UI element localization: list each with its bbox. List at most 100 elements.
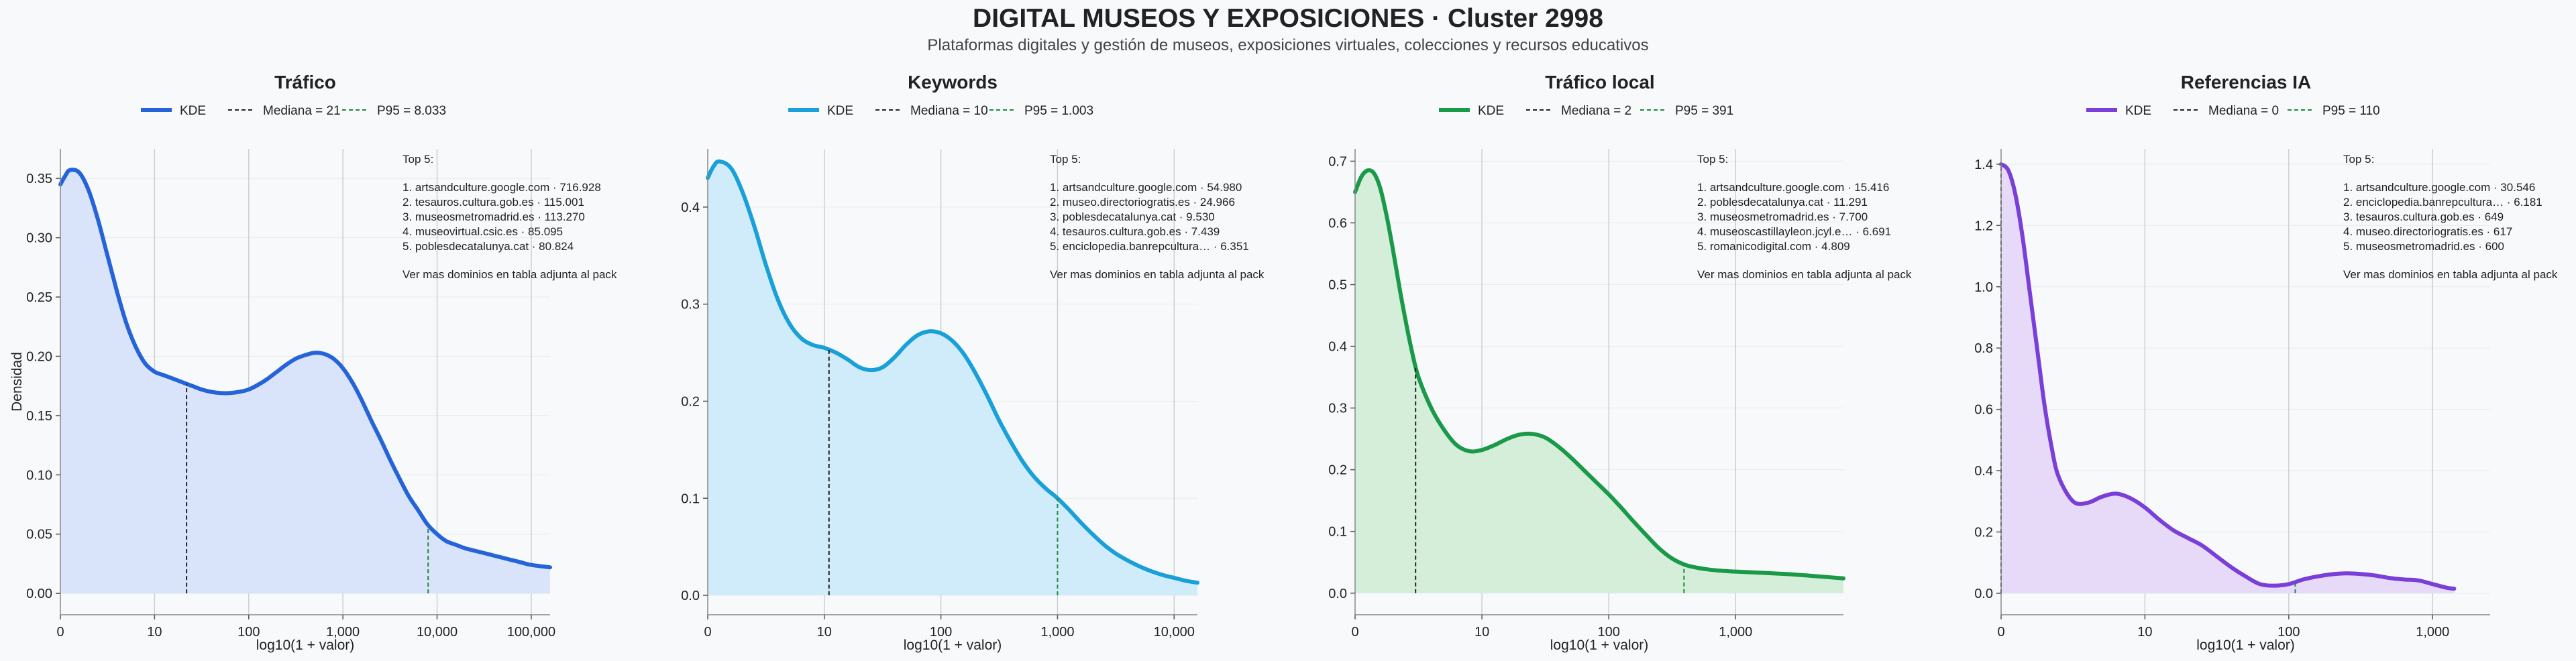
legend-p95-label: P95 = 110 <box>2322 104 2380 118</box>
top5-item: 3. tesauros.cultura.gob.es · 649 <box>2343 211 2504 223</box>
y-tick-label: 0.00 <box>26 587 52 601</box>
y-tick-label: 0.2 <box>1974 526 1993 540</box>
kde-area <box>1355 170 1843 593</box>
x-axis-label: log10(1 + valor) <box>1550 638 1649 653</box>
x-tick-label: 10 <box>2137 625 2152 640</box>
panel-title: Tráfico <box>274 72 336 93</box>
legend-median-label: Mediana = 2 <box>1561 104 1631 118</box>
y-tick-label: 0.25 <box>26 290 52 305</box>
x-tick-label: 10,000 <box>417 625 458 640</box>
panel-title: Referencias IA <box>2181 72 2312 93</box>
top5-item: 5. enciclopedia.banrepcultura… · 6.351 <box>1050 240 1249 253</box>
legend-p95-label: P95 = 391 <box>1675 104 1733 118</box>
y-tick-label: 0.6 <box>1328 216 1347 231</box>
legend-median-label: Mediana = 21 <box>263 104 341 118</box>
top5-item: 1. artsandculture.google.com · 30.546 <box>2343 181 2535 194</box>
y-tick-label: 0.4 <box>1974 464 1993 479</box>
top5-annotation: Top 5: 1. artsandculture.google.com · 54.… <box>1050 153 1265 281</box>
y-axis-label: Densidad <box>9 352 25 412</box>
top5-item: 4. museovirtual.csic.es · 85.095 <box>402 225 563 238</box>
x-axis-label: log10(1 + valor) <box>2196 638 2295 653</box>
legend-kde-label: KDE <box>2125 104 2151 118</box>
y-tick-label: 0.20 <box>26 349 52 364</box>
legend-p95-label: P95 = 1.003 <box>1024 104 1093 118</box>
y-tick-label: 0.5 <box>1328 278 1347 293</box>
x-tick-label: 100 <box>930 625 952 640</box>
chart-panel-1: 0 10 100 1,000 10,000 100,000 0.00 0.05 0.10 0.15… <box>9 72 617 653</box>
y-tick-label: 1.4 <box>1974 158 1993 172</box>
x-tick-label: 0 <box>1351 625 1358 640</box>
top5-header: Top 5: <box>2343 153 2374 166</box>
x-tick-label: 0 <box>1997 625 2004 640</box>
x-axis-label: log10(1 + valor) <box>256 638 355 653</box>
x-tick-label: 1,000 <box>1719 625 1752 640</box>
x-tick-label: 10,000 <box>1154 625 1195 640</box>
kde-area <box>60 170 550 594</box>
top5-footer: Ver mas dominios en tabla adjunta al pac… <box>402 268 617 281</box>
kde-area <box>2001 164 2455 593</box>
top5-item: 3. museosmetromadrid.es · 7.700 <box>1697 211 1868 223</box>
kde-line <box>1999 162 2457 591</box>
y-tick-label: 0.4 <box>1328 340 1347 355</box>
top5-annotation: Top 5: 1. artsandculture.google.com · 716… <box>402 153 617 281</box>
top5-item: 3. poblesdecatalunya.cat · 9.530 <box>1050 211 1215 223</box>
y-tick-label: 0.7 <box>1328 154 1347 169</box>
y-tick-label: 1.2 <box>1974 219 1993 233</box>
chart-title: DIGITAL MUSEOS Y EXPOSICIONES · Cluster … <box>973 4 1603 33</box>
top5-item: 5. romanicodigital.com · 4.809 <box>1697 240 1850 253</box>
y-tick-label: 0.0 <box>681 589 700 603</box>
top5-footer: Ver mas dominios en tabla adjunta al pac… <box>2343 268 2558 281</box>
top5-item: 1. artsandculture.google.com · 716.928 <box>402 181 601 194</box>
x-tick-label: 100,000 <box>507 625 555 640</box>
y-tick-label: 0.10 <box>26 468 52 483</box>
top5-item: 5. museosmetromadrid.es · 600 <box>2343 240 2504 253</box>
y-tick-label: 0.1 <box>1328 525 1347 540</box>
legend-kde-label: KDE <box>827 104 853 118</box>
y-tick-label: 0.2 <box>681 394 700 409</box>
legend-kde-label: KDE <box>1478 104 1504 118</box>
x-tick-label: 0 <box>704 625 711 640</box>
top5-item: 2. tesauros.cultura.gob.es · 115.001 <box>402 196 584 208</box>
top5-header: Top 5: <box>402 153 433 166</box>
y-tick-label: 0.3 <box>681 298 700 312</box>
y-tick-label: 0.3 <box>1328 402 1347 416</box>
y-tick-label: 0.4 <box>681 200 700 215</box>
x-tick-label: 1,000 <box>2416 625 2449 640</box>
legend-median-label: Mediana = 0 <box>2208 104 2279 118</box>
top5-item: 3. museosmetromadrid.es · 113.270 <box>402 211 585 223</box>
x-tick-label: 100 <box>237 625 260 640</box>
y-tick-label: 0.15 <box>26 409 52 424</box>
chart-subtitle: Plataformas digitales y gestión de museo… <box>927 36 1649 54</box>
x-tick-label: 1,000 <box>326 625 360 640</box>
y-tick-label: 0.0 <box>1974 587 1993 601</box>
top5-item: 2. poblesdecatalunya.cat · 11.291 <box>1697 196 1868 208</box>
top5-item: 2. enciclopedia.banrepcultura… · 6.181 <box>2343 196 2542 208</box>
legend-median-label: Mediana = 10 <box>910 104 988 118</box>
y-tick-label: 0.8 <box>1974 341 1993 356</box>
top5-header: Top 5: <box>1050 153 1081 166</box>
x-tick-label: 100 <box>2277 625 2300 640</box>
x-tick-label: 10 <box>147 625 162 640</box>
kde-line <box>58 168 552 570</box>
y-tick-label: 0.05 <box>26 528 52 542</box>
legend-p95-label: P95 = 8.033 <box>377 104 446 118</box>
kde-line <box>1353 168 1845 581</box>
x-tick-label: 1,000 <box>1040 625 1074 640</box>
top5-item: 4. museo.directoriogratis.es · 617 <box>2343 225 2512 238</box>
chart-panel-4: 0 10 100 1,000 0.0 0.2 0.4 0.6 0.8 1.0 1.2 1.4 log10… <box>1974 72 2558 653</box>
panel-title: Keywords <box>908 72 998 93</box>
y-tick-label: 0.6 <box>1974 403 1993 418</box>
x-tick-label: 10 <box>817 625 832 640</box>
x-tick-label: 0 <box>56 625 64 640</box>
top5-footer: Ver mas dominios en tabla adjunta al pac… <box>1050 268 1265 281</box>
y-tick-label: 0.1 <box>681 491 700 506</box>
x-tick-label: 10 <box>1474 625 1489 640</box>
y-tick-label: 0.0 <box>1328 587 1347 601</box>
top5-item: 2. museo.directoriogratis.es · 24.966 <box>1050 196 1235 208</box>
x-tick-label: 100 <box>1597 625 1619 640</box>
y-tick-label: 1.0 <box>1974 280 1993 295</box>
top5-annotation: Top 5: 1. artsandculture.google.com · 15.… <box>1697 153 1912 281</box>
top5-item: 1. artsandculture.google.com · 54.980 <box>1050 181 1242 194</box>
top5-annotation: Top 5: 1. artsandculture.google.com · 30.… <box>2343 153 2558 281</box>
